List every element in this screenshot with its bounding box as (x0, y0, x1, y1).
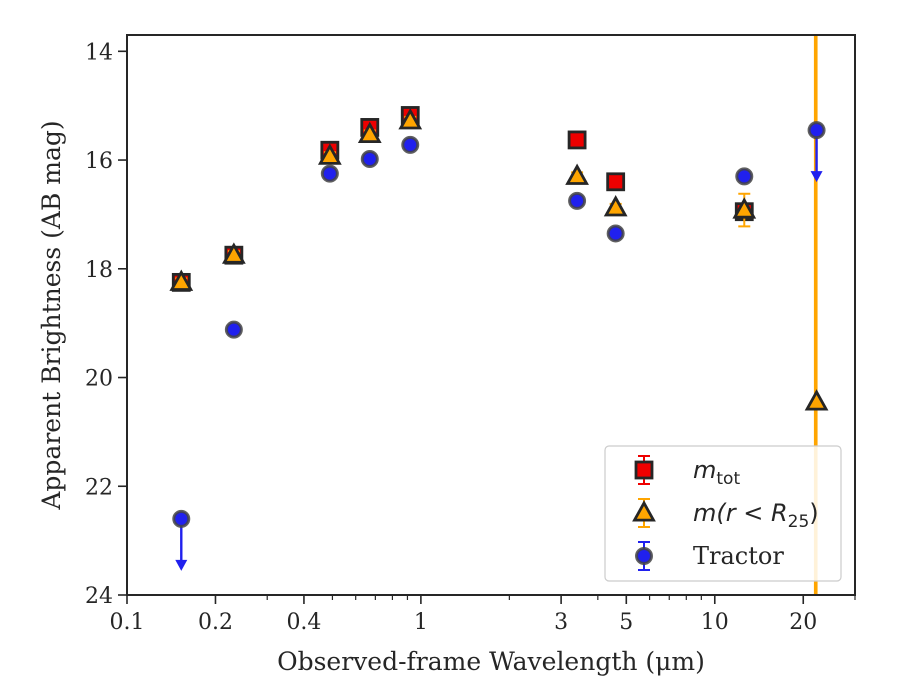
series-mtot (171, 106, 754, 292)
legend-marker-tractor (635, 547, 653, 565)
tractor-point (807, 121, 826, 140)
plot-frame (126, 34, 856, 596)
legend-label-tractor: Tractor (693, 542, 784, 570)
series-tractor (172, 121, 826, 571)
x-tick-label: 0.4 (286, 610, 321, 635)
upper-limit-arrowhead (175, 559, 188, 571)
legend-box (604, 445, 842, 582)
mr25-point (565, 163, 589, 185)
x-axis-label: Observed-frame Wavelength (μm) (277, 647, 705, 676)
tractor-point (224, 320, 243, 339)
data-points-layer (169, 34, 829, 596)
mr25-point (603, 195, 628, 217)
tractor-point (735, 167, 754, 186)
x-tick-label: 20 (789, 610, 817, 635)
x-tick-label: 0.2 (198, 610, 233, 635)
mr25-point (398, 108, 423, 130)
legend-marker-mr25 (632, 500, 656, 522)
x-tick-label: 1 (414, 610, 428, 635)
tractor-point (568, 191, 587, 210)
mr25-point (317, 143, 342, 165)
x-tick-label: 0.1 (110, 610, 145, 635)
x-tick-label: 5 (619, 610, 633, 635)
mtot-point (606, 172, 626, 192)
tractor-point (360, 149, 379, 168)
x-tick-label: 10 (701, 610, 729, 635)
y-tick-label: 20 (85, 367, 113, 392)
y-tick-label: 22 (85, 475, 113, 500)
mtot-point (567, 130, 587, 150)
x-axis-ticks: 0.1 0.2 0.4 1 3 5 10 20 (110, 595, 856, 635)
y-tick-label: 16 (85, 149, 113, 174)
legend: mtot m(r < R25) Tractor (604, 445, 842, 582)
mr25-point (732, 197, 757, 219)
legend-marker-mtot (634, 460, 654, 480)
mr25-point (357, 121, 382, 144)
y-axis-label: Apparent Brightness (AB mag) (37, 120, 66, 510)
y-axis-ticks: 14 16 18 20 22 24 (85, 40, 127, 609)
y-tick-label: 14 (85, 40, 113, 65)
legend-markers (632, 455, 656, 571)
tractor-point (401, 135, 420, 154)
legend-label-mr25: m(r < R25) (693, 499, 819, 532)
y-tick-label: 24 (85, 584, 113, 609)
tractor-point (172, 509, 191, 528)
upper-limit-arrowhead (810, 171, 823, 183)
mr25-point (804, 389, 829, 411)
legend-label-mtot: mtot (693, 456, 740, 489)
mr25-point (221, 242, 246, 264)
tractor-point (606, 224, 625, 243)
tractor-point (320, 164, 339, 183)
x-tick-label: 3 (554, 610, 568, 635)
y-tick-label: 18 (85, 258, 113, 283)
mr25-point (169, 269, 194, 291)
